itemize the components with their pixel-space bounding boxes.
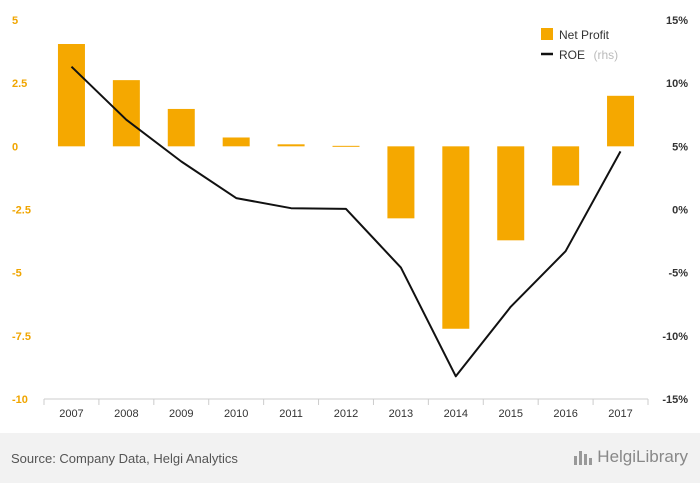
- right-tick-label: -5%: [668, 268, 688, 280]
- right-tick-label: -15%: [662, 394, 688, 406]
- brand-name: HelgiLibrary: [597, 447, 688, 466]
- x-tick-label: 2007: [59, 408, 83, 420]
- bar-2011: [277, 144, 305, 147]
- source-note: Source: Company Data, Helgi Analytics: [11, 451, 238, 466]
- left-tick-label: -2.5: [12, 205, 31, 217]
- bar-2013: [387, 146, 415, 219]
- left-tick-label: -5: [12, 268, 22, 280]
- x-tick-label: 2011: [279, 408, 303, 420]
- right-tick-label: 15%: [666, 15, 688, 27]
- left-tick-label: 5: [12, 15, 18, 27]
- x-tick-label: 2008: [114, 408, 138, 420]
- x-tick-label: 2015: [498, 408, 522, 420]
- x-tick-label: 2010: [224, 408, 248, 420]
- x-tick-label: 2016: [553, 408, 577, 420]
- left-tick-label: -10: [12, 394, 28, 406]
- legend-label-roe: ROE (rhs): [559, 46, 618, 63]
- right-tick-label: -10%: [662, 331, 688, 343]
- x-tick-label: 2012: [334, 408, 358, 420]
- legend-label-roe-name: ROE: [559, 48, 585, 62]
- bar-series: [57, 44, 635, 329]
- x-axis: 2007 2008 2009 2010 2011 2012 2013 2014 2015 2016…: [43, 398, 649, 420]
- left-axis: 5 2.5 0 -2.5 -5 -7.5 -10: [12, 15, 31, 406]
- x-tick-label: 2013: [389, 408, 413, 420]
- left-tick-label: 0: [12, 141, 18, 153]
- bar-2014: [442, 146, 470, 329]
- left-tick-label: 2.5: [12, 78, 27, 90]
- right-tick-label: 0%: [672, 205, 688, 217]
- bar-2012: [332, 145, 360, 147]
- x-tick-label: 2009: [169, 408, 193, 420]
- legend: Net Profit ROE (rhs): [541, 28, 618, 63]
- x-tick-label: 2017: [608, 408, 632, 420]
- bar-2017: [607, 95, 635, 147]
- legend-label-net-profit: Net Profit: [559, 28, 610, 42]
- bar-2007: [57, 44, 85, 147]
- brand-logo: HelgiLibrary: [574, 447, 688, 467]
- chart: 5 2.5 0 -2.5 -5 -7.5 -10 15% 10% 5% 0% -5% -10% -15%…: [12, 15, 688, 420]
- bar-2009: [167, 108, 195, 147]
- library-icon: [574, 449, 593, 465]
- right-tick-label: 10%: [666, 78, 688, 90]
- line-series: [70, 65, 622, 378]
- right-tick-label: 5%: [672, 141, 688, 153]
- legend-label-roe-note: (rhs): [593, 48, 618, 62]
- left-tick-label: -7.5: [12, 331, 31, 343]
- legend-swatch-net-profit: [541, 28, 553, 40]
- footer: Source: Company Data, Helgi Analytics He…: [0, 433, 700, 483]
- bar-2010: [222, 137, 250, 147]
- bar-2016: [552, 146, 580, 186]
- bar-2015: [497, 146, 525, 241]
- x-tick-label: 2014: [444, 408, 468, 420]
- roe-line: [70, 65, 622, 378]
- right-axis: 15% 10% 5% 0% -5% -10% -15%: [662, 15, 688, 406]
- bar-2008: [112, 80, 140, 147]
